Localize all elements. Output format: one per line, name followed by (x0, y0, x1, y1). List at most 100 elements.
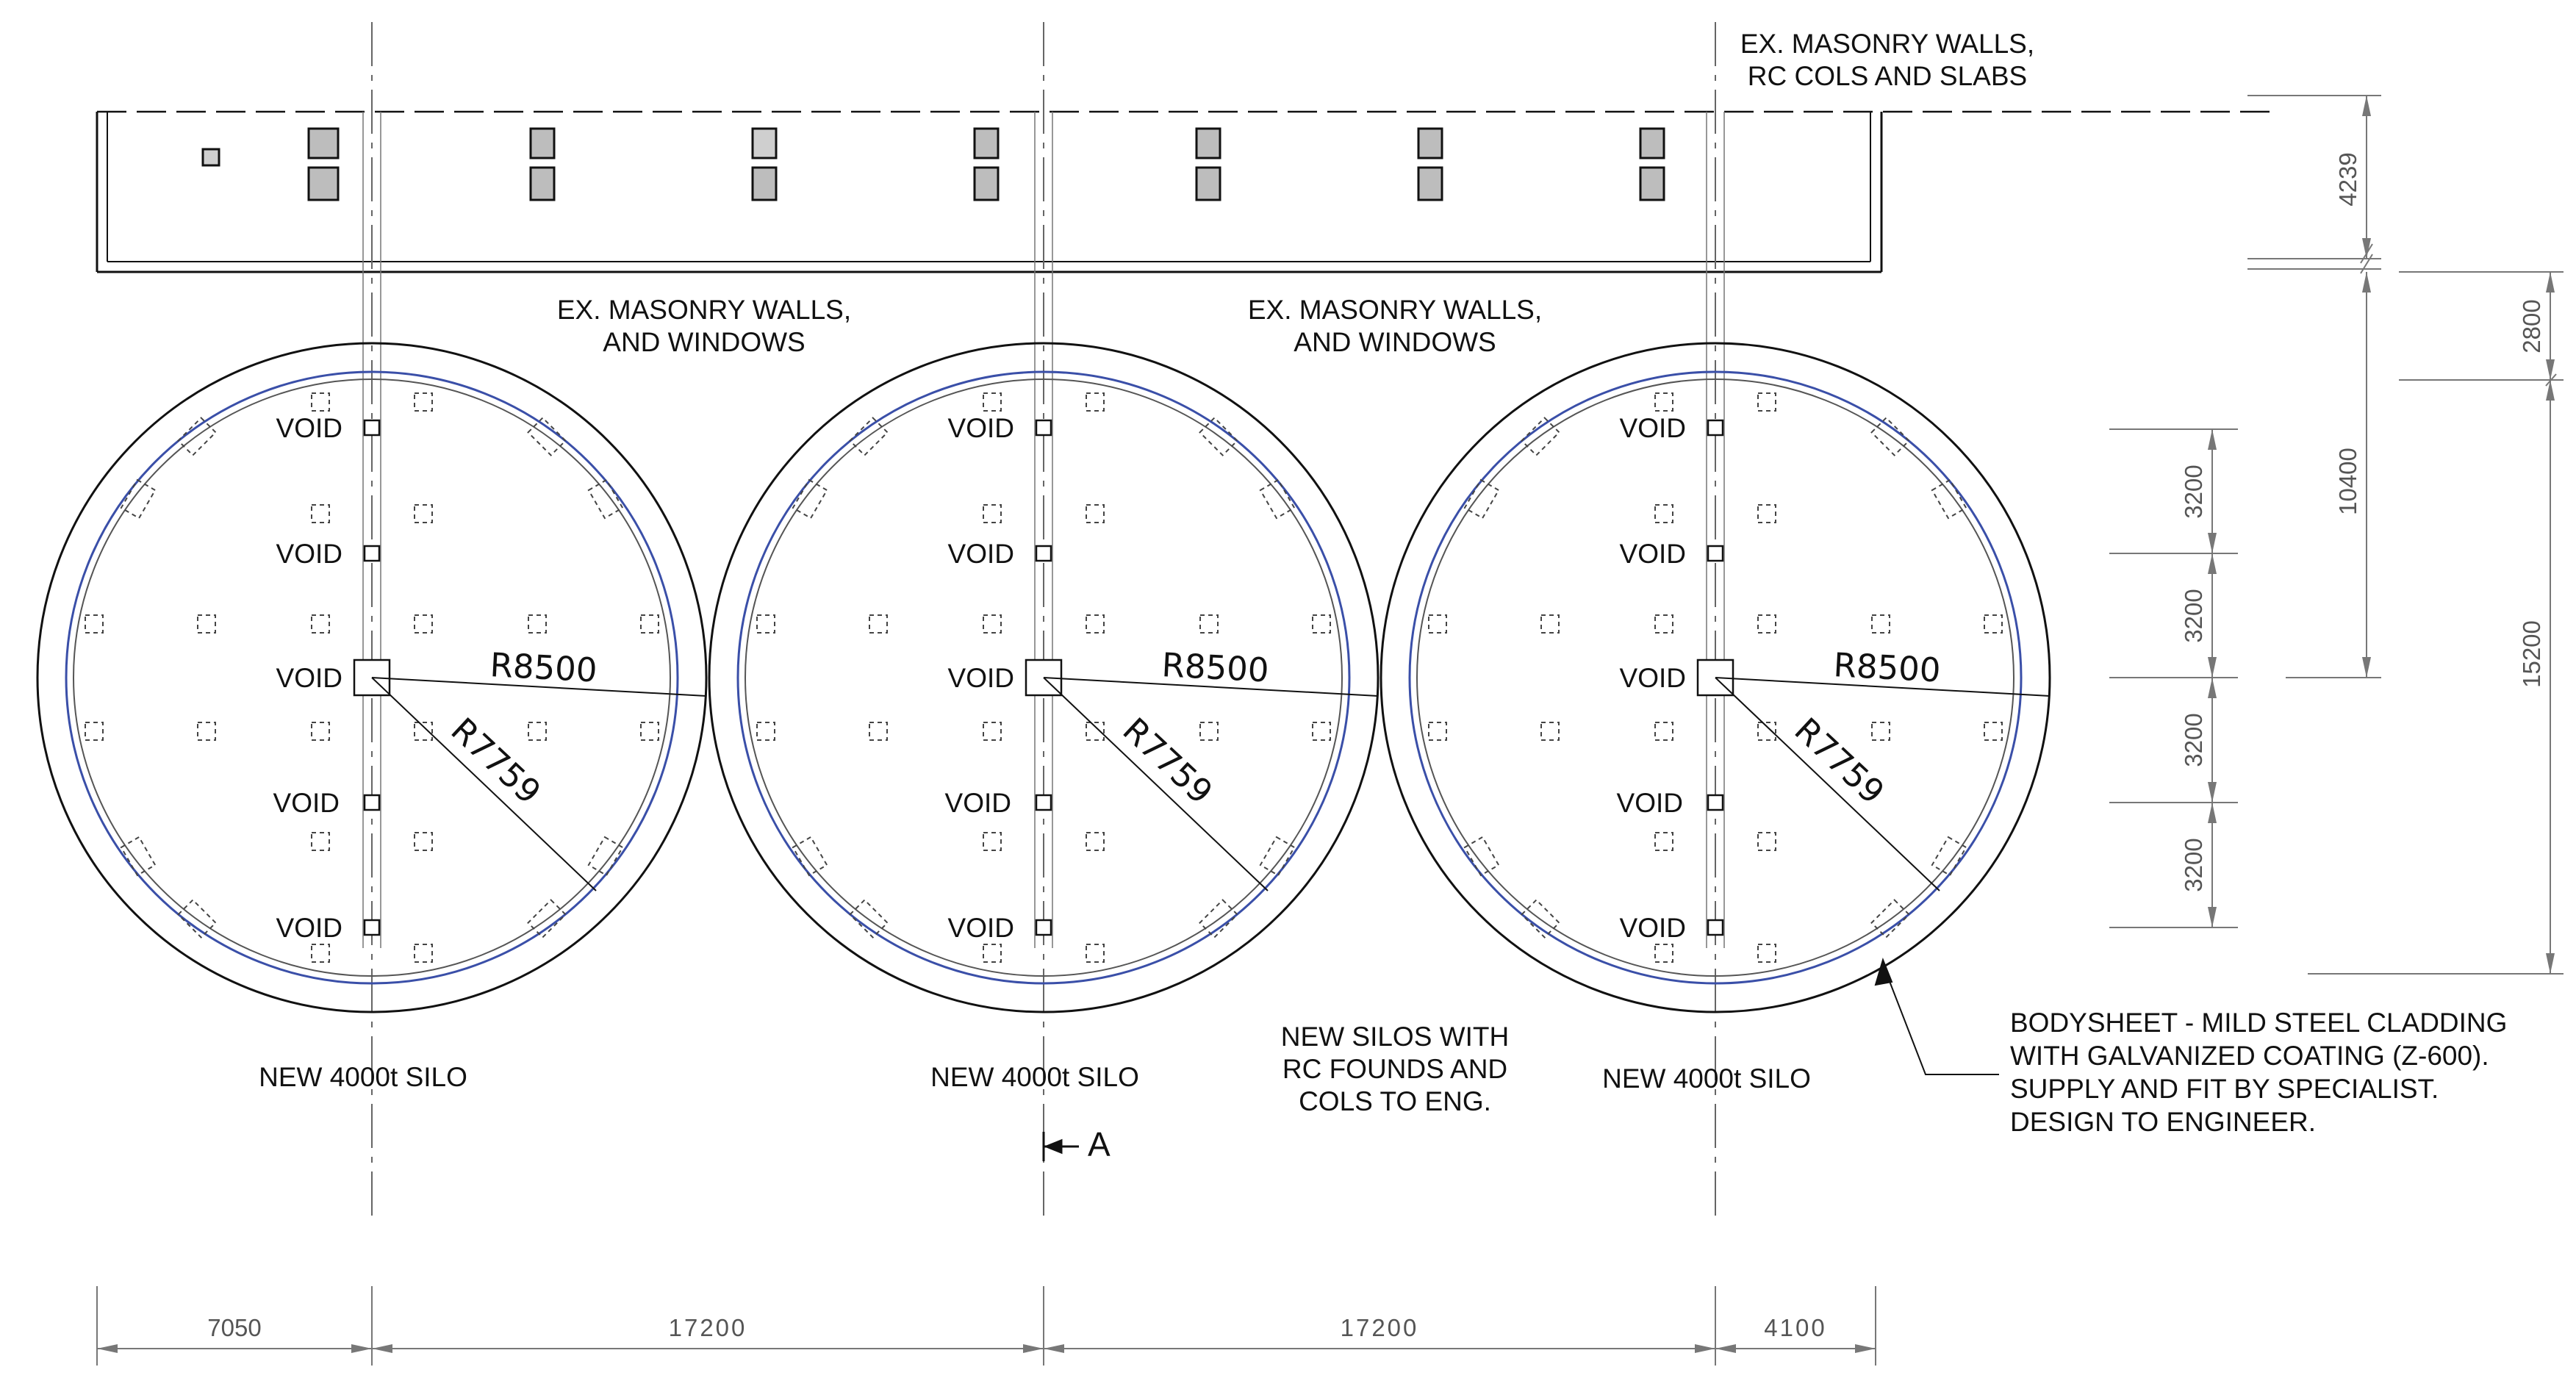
column-pad (1463, 478, 1500, 520)
radius-line-outer (1043, 677, 1379, 697)
column-pad (756, 722, 775, 741)
dim-bottom-2: 17200 (669, 1314, 747, 1341)
void-label: VOID (945, 788, 1011, 818)
column-pad (1312, 722, 1331, 741)
column-pad (1312, 614, 1331, 634)
column-pad (849, 899, 889, 939)
column-pad (527, 899, 567, 939)
column-pad (85, 614, 104, 634)
existing-column (973, 127, 1000, 159)
void-box (1707, 419, 1724, 437)
column-pad (1871, 614, 1890, 634)
column-pad (311, 392, 330, 412)
section-marker-label: A (1088, 1125, 1111, 1163)
void-box (1707, 794, 1724, 811)
silo-label: NEW 4000t SILO (930, 1062, 1139, 1092)
column-pad (197, 722, 216, 741)
existing-building (96, 110, 2271, 273)
column-pad (587, 478, 624, 520)
column-pad (1199, 722, 1219, 741)
column-pad (1086, 832, 1105, 851)
column-pad (983, 722, 1002, 741)
column-pad (587, 836, 624, 877)
void-label: VOID (276, 539, 342, 569)
column-pad (983, 944, 1002, 963)
column-pad (311, 832, 330, 851)
bodysheet-leader (1874, 957, 1999, 1075)
void-label: VOID (948, 663, 1014, 693)
silo-label: NEW 4000t SILO (1602, 1063, 1811, 1094)
void-label: VOID (276, 663, 342, 693)
dim-right-a-2: 3200 (2180, 589, 2207, 642)
outer-radius-label: R8500 (1160, 645, 1269, 690)
void-box (1035, 545, 1052, 562)
outer-radius-label: R8500 (1832, 645, 1941, 690)
silo-cladding-ring (65, 370, 679, 985)
column-strips (362, 112, 1725, 948)
column-pad (1654, 722, 1673, 741)
existing-column (1639, 127, 1665, 159)
column-pad (1086, 614, 1105, 634)
dim-right-a-1: 3200 (2180, 464, 2207, 518)
void-label: VOID (948, 913, 1014, 943)
section-marker-a (1042, 1132, 1079, 1161)
radius-line-outer (371, 677, 707, 697)
column-pad (1654, 832, 1673, 851)
radius-line-inner (371, 677, 597, 891)
column-pad (120, 836, 157, 877)
column-pad (414, 832, 433, 851)
existing-column (529, 166, 556, 201)
void-box (1707, 545, 1724, 562)
existing-column (201, 148, 220, 167)
column-pad (792, 478, 828, 520)
column-pad (1086, 722, 1105, 741)
column-pad (983, 614, 1002, 634)
existing-column (529, 127, 556, 159)
column-pad (120, 478, 157, 520)
column-pad (983, 392, 1002, 412)
dim-right-a-3: 3200 (2180, 713, 2207, 767)
note-bodysheet-line2: WITH GALVANIZED COATING (Z-600). (2010, 1041, 2489, 1071)
column-pad (197, 614, 216, 634)
existing-columns (201, 127, 1665, 201)
column-pad (1259, 478, 1296, 520)
silo-inner-ring (73, 378, 671, 977)
note-new-silos-line2: RC FOUNDS AND (1282, 1054, 1507, 1084)
column-pad (1757, 944, 1776, 963)
column-pad (983, 504, 1002, 523)
column-pad (1199, 899, 1238, 939)
column-pad (1086, 392, 1105, 412)
silo-cladding-ring (1408, 370, 2023, 985)
silo-outer-wall (36, 342, 708, 1013)
note-bodysheet-line4: DESIGN TO ENGINEER. (2010, 1107, 2316, 1137)
void-label: VOID (1620, 913, 1686, 943)
existing-column (1195, 166, 1221, 201)
column-pad (756, 614, 775, 634)
void-label: VOID (948, 539, 1014, 569)
column-pad (311, 722, 330, 741)
note-new-silos-line3: COLS TO ENG. (1299, 1086, 1491, 1116)
dim-right-c-2: 15200 (2518, 620, 2545, 688)
column-pad (414, 392, 433, 412)
notes: EX. MASONRY WALLS, RC COLS AND SLABS EX.… (557, 29, 2508, 1163)
column-pad (414, 614, 433, 634)
column-pad (869, 614, 888, 634)
column-pad (1757, 392, 1776, 412)
silo-column-pads (85, 392, 659, 963)
existing-column (751, 127, 778, 159)
silo-label: NEW 4000t SILO (259, 1062, 467, 1092)
existing-column (1417, 127, 1443, 159)
dim-right-b-1: 4239 (2334, 152, 2361, 206)
dim-right-a-4: 3200 (2180, 838, 2207, 891)
dim-bottom-4: 4100 (1764, 1314, 1826, 1341)
void-box (1035, 794, 1052, 811)
void-label: VOID (1620, 413, 1686, 443)
column-pad (1199, 614, 1219, 634)
note-walls-right-line1: EX. MASONRY WALLS, (1248, 295, 1542, 325)
column-pad (1757, 614, 1776, 634)
void-box (363, 419, 381, 437)
radius-line-inner (1715, 677, 1940, 891)
column-pad (85, 722, 104, 741)
silo-inner-ring (1416, 378, 2014, 977)
